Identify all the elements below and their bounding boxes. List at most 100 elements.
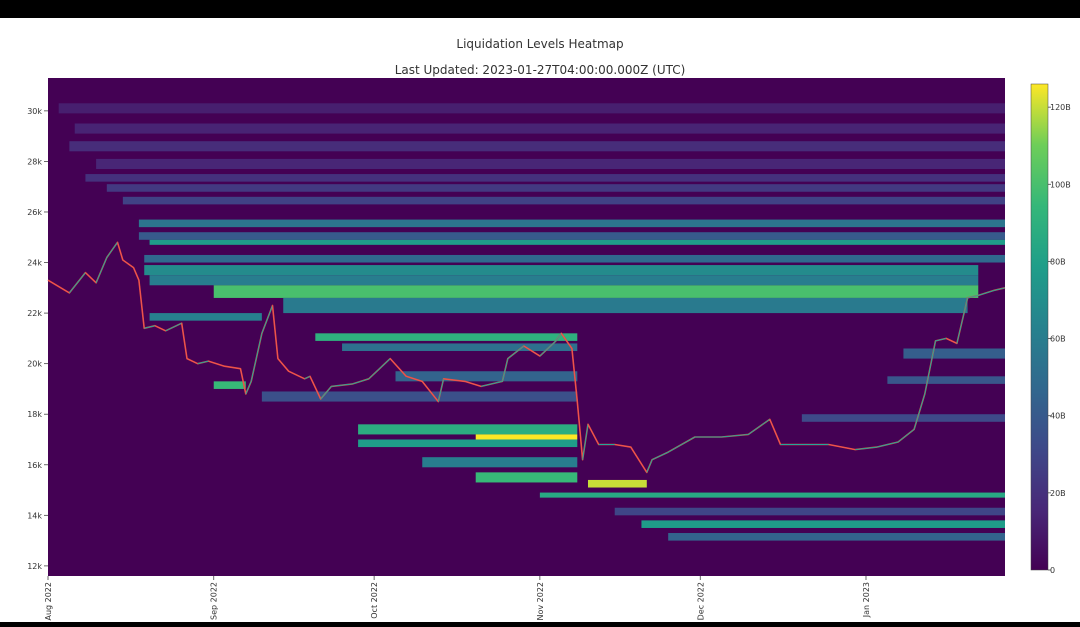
price-segment — [85, 272, 97, 284]
plot-background — [48, 78, 1005, 576]
price-segment — [667, 436, 696, 453]
y-tick-label: 18k — [27, 410, 42, 419]
liquidation-band — [887, 376, 1005, 384]
price-segment — [138, 280, 145, 329]
x-tick-label: Nov 2022 — [536, 582, 545, 621]
price-segment — [208, 360, 225, 367]
y-tick-label: 26k — [27, 208, 42, 217]
price-segment — [897, 428, 915, 443]
price-segment — [935, 337, 947, 342]
price-segment — [443, 378, 466, 382]
liquidation-band — [668, 533, 1005, 541]
liquidation-band — [85, 174, 1006, 182]
price-segment — [122, 259, 134, 269]
bottom-black-border — [0, 622, 1080, 627]
liquidation-band — [149, 275, 979, 286]
liquidation-band — [903, 348, 1005, 359]
colorbar-tick-label: 120B — [1050, 103, 1071, 112]
y-tick-label: 28k — [27, 157, 42, 166]
price-segment — [748, 418, 771, 435]
price-segment — [154, 325, 166, 332]
colorbar-tick-label: 0 — [1050, 566, 1055, 575]
y-tick-label: 16k — [27, 461, 42, 470]
liquidation-band — [144, 254, 1006, 263]
y-tick-label: 20k — [27, 360, 42, 369]
liquidation-band — [283, 297, 968, 314]
y-tick-label: 12k — [27, 562, 42, 571]
liquidation-band — [138, 232, 1005, 240]
x-tick-label: Dec 2022 — [696, 582, 705, 620]
price-segment — [571, 348, 578, 402]
price-segment — [304, 375, 311, 380]
liquidation-band — [395, 371, 578, 382]
price-segment — [197, 360, 209, 365]
price-segment — [967, 294, 979, 299]
liquidation-band — [149, 239, 1006, 245]
price-segment — [165, 322, 182, 332]
price-segment — [106, 242, 118, 258]
price-segment — [501, 358, 509, 382]
price-segment — [587, 424, 600, 445]
chart-subtitle: Last Updated: 2023-01-27T04:00:00.000Z (… — [394, 63, 686, 77]
colorbar-tick-label: 20B — [1050, 489, 1066, 498]
price-segment — [277, 358, 289, 372]
liquidation-band — [122, 196, 1005, 205]
price-segment — [978, 289, 995, 296]
y-tick-label: 30k — [27, 107, 42, 116]
liquidation-band — [358, 439, 578, 448]
liquidation-band — [213, 381, 246, 389]
price-segment — [769, 419, 781, 445]
price-segment — [437, 378, 445, 402]
price-segment — [352, 378, 369, 385]
price-segment — [924, 340, 936, 395]
colorbar-tick-label: 80B — [1050, 257, 1066, 266]
price-segment — [309, 376, 322, 400]
price-segment — [117, 242, 124, 261]
price-segment — [144, 325, 156, 329]
liquidation-band — [539, 492, 1005, 498]
price-segment — [239, 368, 247, 395]
y-tick-label: 24k — [27, 259, 42, 268]
price-segment — [186, 358, 198, 365]
price-segment — [560, 333, 573, 349]
price-segment — [464, 380, 482, 387]
liquidation-band — [342, 343, 578, 352]
price-segment — [828, 444, 856, 451]
price-segment — [181, 323, 188, 359]
liquidation-band — [801, 414, 1005, 422]
liquidation-band — [74, 123, 1006, 134]
liquidation-band — [614, 507, 1005, 516]
y-tick-label: 22k — [27, 309, 42, 318]
colorbar-tick-label: 40B — [1050, 412, 1066, 421]
price-segment — [539, 340, 557, 357]
price-segment — [480, 380, 503, 387]
colorbar-tick-label: 100B — [1050, 180, 1071, 189]
price-segment — [576, 401, 584, 460]
price-segment — [582, 424, 589, 460]
price-segment — [646, 459, 653, 473]
price-segment — [272, 305, 279, 359]
liquidation-band — [475, 434, 578, 440]
price-segment — [224, 365, 241, 370]
price-segment — [47, 279, 70, 294]
price-segment — [421, 381, 439, 402]
price-segment — [68, 272, 86, 294]
liquidation-band — [69, 141, 1005, 152]
top-black-border — [0, 0, 1080, 18]
price-segment — [95, 257, 108, 283]
price-segment — [913, 393, 926, 430]
x-tick-label: Jan 2023 — [862, 582, 871, 618]
y-tick-label: 14k — [27, 511, 42, 520]
liquidation-band — [96, 158, 1006, 170]
liquidation-band — [422, 457, 578, 468]
liquidation-band — [641, 520, 1005, 528]
price-segment — [406, 375, 423, 382]
liquidation-band — [138, 219, 1005, 228]
colorbar — [1030, 83, 1049, 571]
colorbar-tick-label: 60B — [1050, 335, 1066, 344]
price-segment — [721, 433, 749, 438]
chart-title: Liquidation Levels Heatmap — [456, 37, 624, 51]
price-segment — [945, 337, 958, 344]
liquidation-band — [58, 103, 1005, 114]
